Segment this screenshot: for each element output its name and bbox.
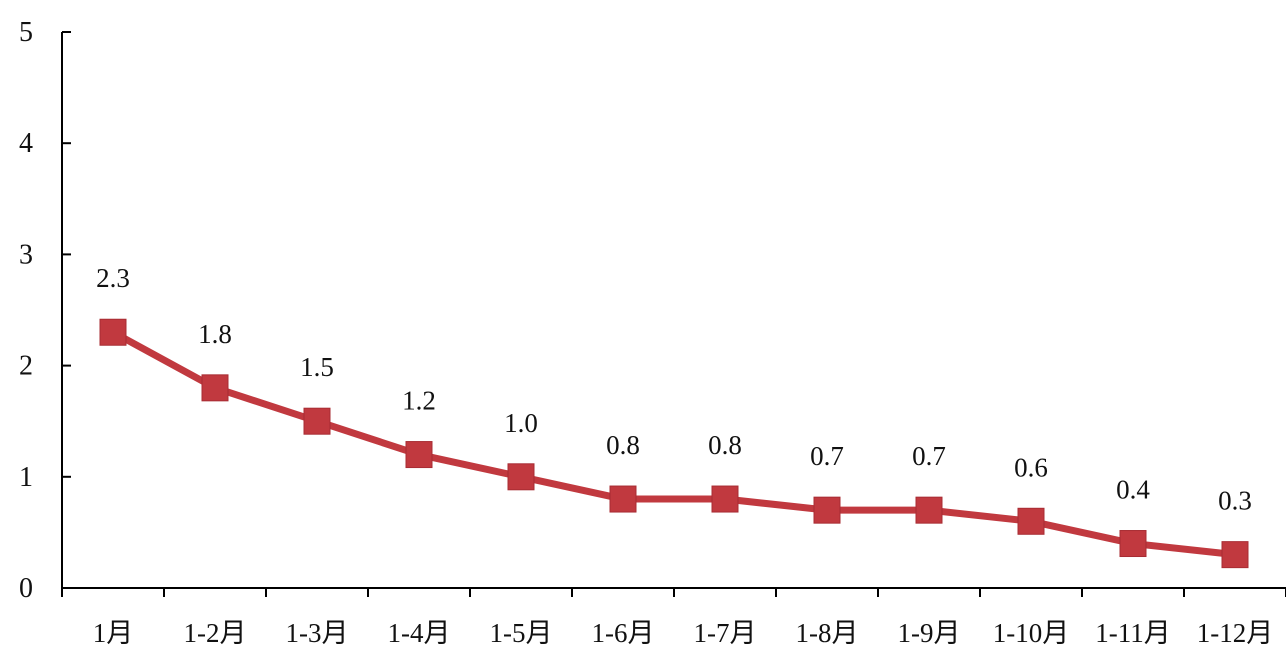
data-point-marker: [1221, 541, 1249, 569]
data-point-marker: [99, 318, 127, 346]
data-point-marker: [915, 496, 943, 524]
x-tick-label: 1-8月: [796, 618, 859, 648]
y-tick-label: 4: [19, 128, 33, 159]
data-point-marker: [1119, 530, 1147, 558]
data-point-marker: [507, 463, 535, 491]
y-tick-label: 0: [19, 573, 33, 604]
x-tick-label: 1-2月: [184, 618, 247, 648]
x-axis: 1月 1-2月 1-3月 1-4月 1-5月 1-6月 1-7月 1-8月 1-9月 1-10月 1…: [61, 587, 1286, 648]
data-label: 0.8: [606, 430, 640, 460]
y-axis: 0 1 2 3 4 5: [19, 17, 71, 604]
y-tick-label: 3: [19, 239, 33, 270]
data-label: 1.0: [504, 408, 538, 438]
data-point-marker: [201, 374, 229, 402]
data-label: 1.8: [198, 319, 232, 349]
x-tick-label: 1-7月: [694, 618, 757, 648]
data-label: 0.7: [912, 441, 946, 471]
x-tick-label: 1月: [93, 618, 134, 648]
x-tick-label: 1-4月: [388, 618, 451, 648]
data-point-marker: [303, 407, 331, 435]
data-point-marker: [405, 441, 433, 469]
data-label: 1.2: [402, 386, 436, 416]
data-point-marker: [609, 485, 637, 513]
data-point-marker: [1017, 507, 1045, 535]
data-label: 0.8: [708, 430, 742, 460]
data-label: 0.3: [1218, 486, 1252, 516]
y-tick-label: 1: [19, 462, 33, 493]
series-line: [109, 328, 1239, 559]
data-label: 0.4: [1116, 475, 1150, 505]
data-label: 0.6: [1014, 452, 1048, 482]
x-tick-label: 1-3月: [286, 618, 349, 648]
x-tick-label: 1-5月: [490, 618, 553, 648]
x-tick-label: 1-10月: [993, 618, 1070, 648]
data-label: 0.7: [810, 441, 844, 471]
data-label: 2.3: [96, 263, 130, 293]
x-tick-label: 1-11月: [1095, 618, 1171, 648]
data-label: 1.5: [300, 352, 334, 382]
data-point-marker: [711, 485, 739, 513]
series-group: [99, 318, 1249, 569]
y-tick-label: 5: [19, 17, 33, 48]
x-tick-label: 1-6月: [592, 618, 655, 648]
data-labels: 2.3 1.8 1.5 1.2 1.0 0.8 0.8 0.7 0.7 0.6 0.4 0.3: [96, 263, 1252, 515]
data-point-marker: [813, 496, 841, 524]
x-tick-label: 1-12月: [1197, 618, 1274, 648]
x-tick-label: 1-9月: [898, 618, 961, 648]
y-tick-label: 2: [19, 351, 33, 382]
